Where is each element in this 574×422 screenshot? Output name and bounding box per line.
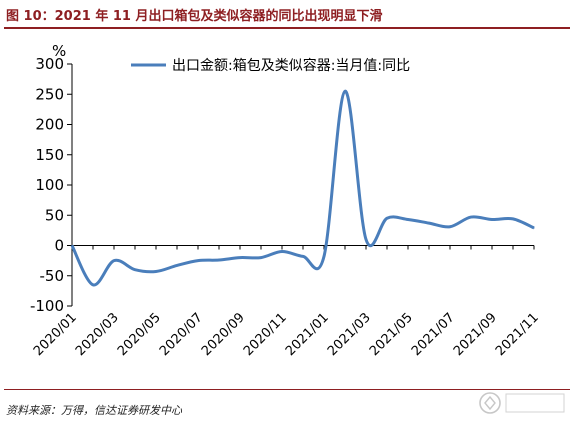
x-tick-label: 2020/05 xyxy=(115,310,164,359)
data-point xyxy=(176,264,178,267)
data-point xyxy=(491,218,493,221)
series-line xyxy=(70,89,535,287)
title-divider xyxy=(4,27,570,29)
y-tick-label: 100 xyxy=(35,176,64,194)
data-point xyxy=(134,269,136,271)
data-point xyxy=(218,259,220,261)
x-tick-label: 2021/03 xyxy=(325,310,374,359)
data-point xyxy=(71,244,73,247)
data-point xyxy=(386,217,388,219)
x-tick-label: 2020/01 xyxy=(31,310,80,359)
data-point xyxy=(449,226,451,228)
data-point xyxy=(470,216,472,218)
x-tick-label: 2020/11 xyxy=(241,310,290,359)
data-point xyxy=(260,257,262,259)
y-axis-unit-label: % xyxy=(52,42,67,60)
data-point xyxy=(428,222,430,224)
x-tick-label: 2021/07 xyxy=(409,310,458,359)
series-layer xyxy=(70,89,535,287)
x-tick-label: 2021/05 xyxy=(367,310,416,359)
y-axis: -100 -50 0 50 100 150 200 250 300 xyxy=(30,55,73,315)
data-point xyxy=(533,227,535,229)
y-tick-label: 250 xyxy=(35,85,64,103)
y-tick-label: 150 xyxy=(35,146,64,164)
data-point xyxy=(344,90,346,92)
watermark-logo xyxy=(479,392,565,414)
y-tick-label: -50 xyxy=(40,267,65,285)
y-tick-label: 0 xyxy=(54,237,64,255)
data-point xyxy=(281,250,283,253)
y-tick-label: 300 xyxy=(35,55,64,73)
y-tick-label: 50 xyxy=(45,206,64,224)
data-point xyxy=(197,260,199,262)
source-divider xyxy=(4,389,570,390)
data-point xyxy=(407,218,409,221)
x-tick-label: 2020/09 xyxy=(199,310,248,359)
y-tick-label: 200 xyxy=(35,116,64,134)
legend: 出口金额:箱包及类似容器:当月值:同比 xyxy=(131,57,410,74)
data-point xyxy=(302,255,304,257)
data-point xyxy=(323,255,325,257)
x-tick-label: 2021/01 xyxy=(283,310,332,359)
data-point xyxy=(155,270,157,273)
y-tick-label: -100 xyxy=(30,297,64,315)
figure-title: 图 10：2021 年 11 月出口箱包及类似容器的同比出现明显下滑 xyxy=(6,9,383,24)
x-tick-label: 2020/03 xyxy=(73,310,122,359)
data-point xyxy=(512,218,514,220)
data-point xyxy=(92,284,94,286)
legend-label: 出口金额:箱包及类似容器:当月值:同比 xyxy=(172,57,410,74)
x-tick-label: 2021/09 xyxy=(451,310,500,359)
source-note: 资料来源：万得，信达证券研发中心 xyxy=(6,404,182,417)
x-tick-label: 2020/07 xyxy=(157,310,206,359)
data-point xyxy=(365,238,367,241)
data-point xyxy=(239,257,241,259)
data-point xyxy=(113,260,115,262)
x-axis: 2020/012020/032020/052020/072020/092020/… xyxy=(31,245,542,359)
x-tick-label: 2021/11 xyxy=(493,310,542,359)
